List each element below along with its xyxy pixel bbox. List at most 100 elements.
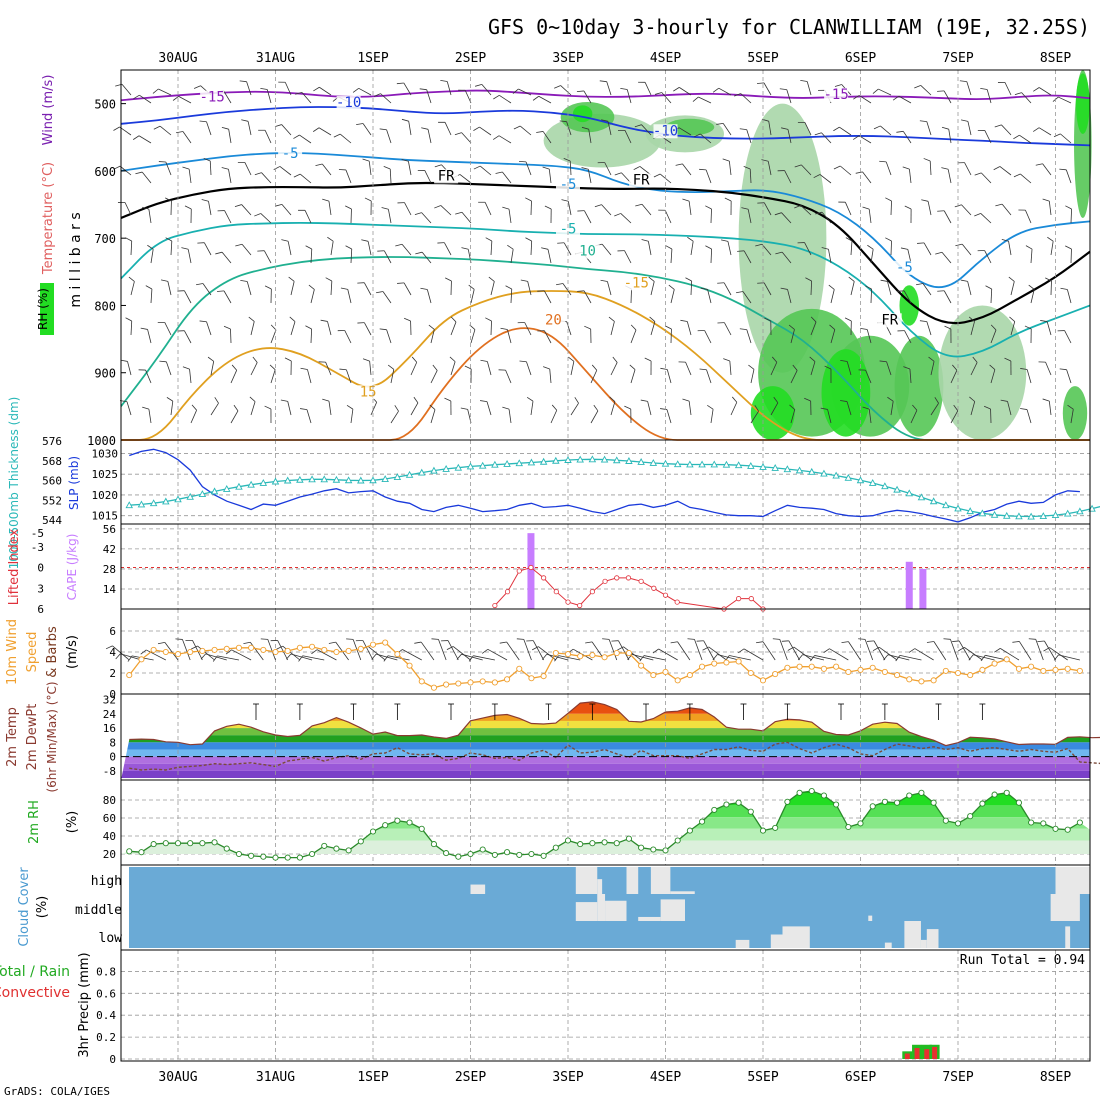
date-tick-label: 6SEP	[845, 51, 876, 66]
wind-barb-flag	[916, 283, 924, 286]
wind-barb-flag	[519, 161, 527, 163]
wind-barb-flag	[712, 654, 718, 661]
thickness-point	[1002, 511, 1011, 519]
wind-barb	[729, 655, 751, 661]
wind-barb-flag	[917, 242, 925, 244]
rh-line-point	[248, 852, 255, 859]
wind-barb	[187, 249, 192, 264]
wind-barb	[364, 322, 372, 336]
wind-barb	[538, 95, 552, 104]
thickness-point	[527, 458, 536, 466]
thickness-line	[129, 458, 1100, 518]
wind-barb-flag	[135, 171, 143, 175]
wind-barb	[868, 209, 872, 224]
temperature-band	[121, 742, 1090, 750]
wind-barb	[1007, 401, 1012, 416]
wind-barb	[306, 409, 312, 424]
wind-barb-flag	[900, 247, 908, 250]
wind-barb-flag	[895, 655, 901, 662]
rh-line-point	[406, 819, 413, 826]
wind-barb	[943, 90, 952, 104]
wind-barb-flag	[153, 125, 161, 130]
wind-barb	[498, 135, 512, 144]
wind-barb	[1045, 361, 1052, 376]
rh-line-point	[638, 844, 645, 851]
contour-label-bg	[434, 169, 459, 184]
wind-barb-flag	[755, 243, 763, 247]
wind-barb	[886, 361, 892, 376]
wind-barb	[299, 173, 312, 184]
rh-line-point	[309, 850, 316, 858]
wind-barb-flag	[234, 204, 242, 207]
wind-speed-line-point	[150, 646, 157, 653]
wind-speed-line-point	[894, 672, 901, 679]
wind-barb	[724, 322, 732, 336]
wind-barb	[1048, 401, 1052, 416]
lifted-index-point	[565, 599, 571, 605]
wind-barb	[231, 649, 252, 661]
wind-speed-line-point	[1040, 667, 1047, 674]
wind-barb	[223, 90, 232, 104]
wind-barb	[369, 361, 372, 376]
wind-barb-flag	[551, 404, 558, 411]
wind-barb	[490, 241, 493, 256]
wind-barb	[890, 401, 894, 416]
precip-tick-label: 0.4	[96, 1009, 116, 1022]
thickness-point	[454, 463, 463, 471]
pressure-tick-label: 1000	[87, 434, 116, 448]
lifted-index-point	[504, 589, 511, 595]
wind-barb	[618, 640, 630, 661]
wind-barb	[907, 249, 912, 264]
wind-barb	[188, 169, 192, 184]
lifted-index-point	[589, 589, 595, 595]
wind-barb	[885, 161, 892, 176]
wind-barb	[1060, 133, 1072, 144]
precip-convective-bar	[924, 1049, 930, 1059]
wind-barb-flag	[313, 86, 320, 92]
wind-barb-flag	[974, 172, 982, 176]
wind-barb	[1042, 163, 1052, 176]
wind-barb	[382, 291, 392, 304]
lifted-index-point	[674, 599, 680, 605]
wind-barb	[347, 289, 352, 304]
wind-barb-flag	[559, 120, 567, 123]
thickness-point	[357, 476, 365, 484]
cloud-layer-label: low	[99, 931, 123, 946]
cloud-block	[670, 891, 695, 894]
li-tick-label: -3	[31, 541, 44, 554]
wind-barb-flag	[985, 285, 992, 290]
wind-barb-flag	[630, 324, 637, 331]
wind-barb-flag	[182, 366, 190, 370]
wind-barb	[708, 646, 727, 661]
wind-barb-flag	[581, 126, 589, 130]
temperature-tick-label: 0	[109, 751, 116, 764]
wind-barb	[543, 290, 552, 304]
wind-barb-flag	[633, 166, 641, 171]
wind-barb	[247, 121, 252, 136]
wind-barb	[1008, 241, 1012, 256]
thickness-point	[1063, 509, 1072, 517]
li-tick-label: 0	[37, 562, 44, 575]
cloud-block	[926, 929, 939, 948]
thickness-point	[856, 476, 865, 484]
wind-barb	[950, 370, 958, 384]
rh-line-point	[625, 835, 632, 842]
cape-tick-label: 42	[103, 543, 116, 556]
thickness-point	[1088, 504, 1096, 512]
wind-speed-line-point	[906, 676, 913, 683]
rh-line-point	[954, 820, 962, 827]
wind-barb-flag	[1033, 127, 1040, 132]
date-tick-label: 8SEP	[1040, 1070, 1071, 1085]
pressure-tick-label: 700	[94, 232, 116, 246]
wind-barb	[990, 288, 993, 304]
wind-barb-flag	[125, 237, 132, 242]
wind-speed-line-point	[820, 665, 827, 672]
lifted-index-point	[541, 575, 547, 581]
wind-barb-flag	[823, 648, 830, 653]
rh-line-point	[747, 808, 754, 815]
cloud-block	[770, 934, 783, 948]
wind-barb	[770, 402, 779, 416]
wind-barb	[430, 370, 438, 384]
wind-speed-line-point	[235, 644, 242, 651]
wind-barb	[170, 241, 173, 256]
